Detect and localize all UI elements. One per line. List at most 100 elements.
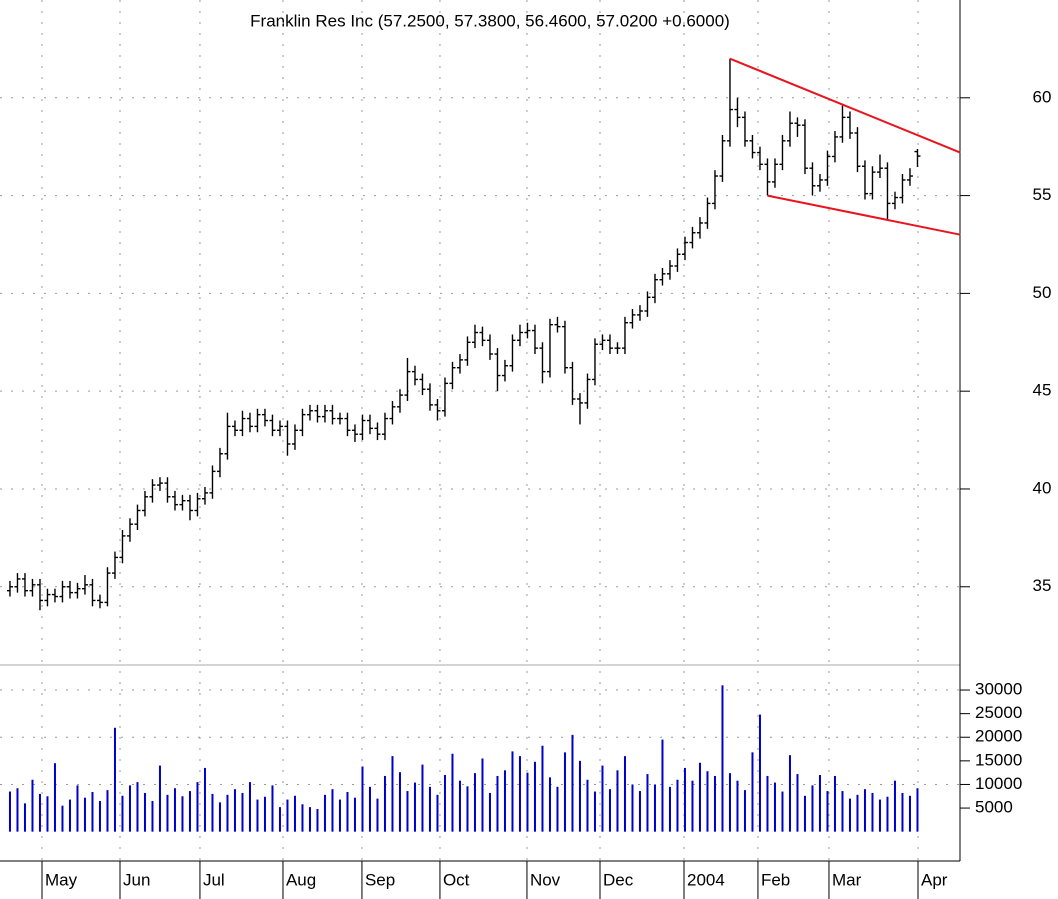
volume-bar (713, 775, 716, 832)
volume-bar (286, 799, 289, 832)
volume-bar (128, 785, 131, 832)
volume-bar (451, 753, 454, 832)
volume-bar (841, 791, 844, 832)
volume-bar (218, 802, 221, 832)
volume-bar (226, 794, 229, 832)
volume-bar (211, 793, 214, 832)
volume-bar (833, 775, 836, 832)
volume-bar (181, 796, 184, 832)
volume-bar (308, 807, 311, 832)
volume-bar (878, 799, 881, 832)
volume-bar (278, 807, 281, 832)
volume-bar (158, 765, 161, 832)
volume-bar (653, 784, 656, 832)
x-tick-label: 2004 (687, 870, 725, 889)
volume-bar (796, 774, 799, 832)
volume-bar (503, 770, 506, 832)
volume-bar (758, 714, 761, 832)
volume-bar (676, 779, 679, 832)
volume-bar (541, 745, 544, 832)
y-tick-label: 55 (1033, 185, 1052, 204)
volume-bar (788, 755, 791, 832)
y-tick-label: 50 (1033, 283, 1052, 302)
x-tick-label: Feb (761, 870, 790, 889)
volume-bar (616, 770, 619, 832)
volume-bar (121, 795, 124, 832)
volume-bar (203, 767, 206, 832)
volume-bar (533, 761, 536, 832)
volume-bar (856, 794, 859, 832)
x-tick-label: Nov (530, 870, 561, 889)
volume-bar (571, 734, 574, 832)
volume-bar (166, 794, 169, 832)
volume-bar (871, 792, 874, 832)
volume-bar (608, 789, 611, 832)
volume-bar (316, 809, 319, 832)
x-tick-label: Mar (832, 870, 862, 889)
volume-bar (473, 773, 476, 832)
volume-bar (803, 795, 806, 832)
volume-bar (188, 791, 191, 832)
volume-bar (488, 792, 491, 832)
volume-bar (496, 775, 499, 832)
volume-bar (668, 786, 671, 832)
y-tick-label: 10000 (975, 774, 1022, 793)
volume-bar (233, 789, 236, 832)
volume-bar (263, 796, 266, 832)
volume-bar (76, 785, 79, 832)
x-tick-label: Aug (286, 870, 316, 889)
volume-bar (98, 800, 101, 832)
x-tick-label: Jul (203, 870, 225, 889)
volume-bar (773, 782, 776, 832)
volume-bar (23, 803, 26, 832)
volume-bar (38, 793, 41, 832)
volume-bar (916, 788, 919, 832)
trend-line (767, 194, 961, 236)
volume-bar (593, 791, 596, 832)
x-tick-label: Jun (123, 870, 150, 889)
volume-bar (751, 752, 754, 832)
volume-bar (578, 760, 581, 832)
y-tick-label: 20000 (975, 727, 1022, 746)
volume-bar (698, 762, 701, 832)
volume-bar (563, 752, 566, 832)
volume-bar (91, 792, 94, 832)
volume-bar (548, 777, 551, 832)
volume-bar (361, 766, 364, 832)
volume-bar (908, 795, 911, 832)
volume-bar (368, 786, 371, 832)
x-tick-label: Sep (365, 870, 395, 889)
volume-bar (391, 756, 394, 832)
y-tick-label: 30000 (975, 680, 1022, 699)
volume-bar (781, 791, 784, 832)
y-tick-label: 40 (1033, 478, 1052, 497)
volume-bar (46, 796, 49, 832)
volume-bar (601, 765, 604, 832)
volume-bar (376, 798, 379, 832)
volume-bar (481, 758, 484, 832)
volume-bar (436, 794, 439, 832)
volume-bar (556, 786, 559, 832)
volume-bar (53, 763, 56, 832)
x-tick-label: Dec (603, 870, 634, 889)
volume-bar (271, 785, 274, 832)
volume-bar (526, 772, 529, 832)
volume-bar (383, 775, 386, 832)
trend-line (729, 57, 961, 154)
volume-bar (458, 780, 461, 832)
volume-bar (421, 764, 424, 832)
volume-bar (68, 799, 71, 832)
volume-bar (766, 775, 769, 832)
volume-bar (893, 780, 896, 832)
volume-bar (338, 799, 341, 832)
volume-bar (106, 790, 109, 832)
volume-bar (661, 739, 664, 832)
y-tick-label: 5000 (975, 798, 1013, 817)
volume-bar (346, 792, 349, 832)
volume-bar (406, 791, 409, 832)
volume-bar (638, 791, 641, 832)
volume-bar (826, 791, 829, 832)
volume-bar (113, 727, 116, 832)
volume-bar (241, 792, 244, 832)
